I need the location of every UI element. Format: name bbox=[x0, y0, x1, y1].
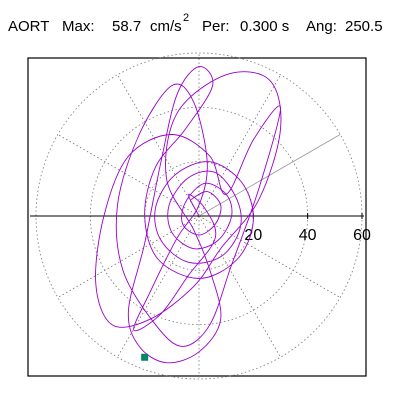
velocity-loop-series bbox=[95, 66, 282, 364]
max-value: 58.7 bbox=[112, 18, 142, 35]
tick-label-40: 40 bbox=[299, 227, 317, 244]
grid-spoke-210 bbox=[57, 215, 200, 298]
grid-spoke-240 bbox=[117, 215, 200, 358]
velocity-loop-line bbox=[95, 66, 282, 364]
grid-spoke-330 bbox=[198, 215, 341, 298]
grid-spoke-150 bbox=[57, 134, 200, 217]
per-label: Per: bbox=[202, 18, 230, 35]
grid-spoke-300 bbox=[198, 215, 281, 358]
current-point-square bbox=[141, 353, 149, 361]
plot-frame bbox=[27, 57, 367, 377]
ang-value: 250.5 bbox=[345, 18, 383, 35]
per-value: 0.300 s bbox=[240, 18, 290, 35]
max-unit-exponent: 2 bbox=[183, 12, 190, 24]
grid-spoke-120 bbox=[117, 74, 200, 217]
grid-spoke-60 bbox=[198, 74, 281, 217]
tick-label-60: 60 bbox=[353, 227, 371, 244]
max-label: Max: bbox=[62, 18, 95, 35]
max-unit: cm/s bbox=[150, 18, 182, 35]
polar-axes bbox=[30, 134, 364, 217]
tick-label-20: 20 bbox=[244, 227, 262, 244]
angle-line bbox=[198, 134, 341, 217]
current-point-marker bbox=[141, 353, 149, 361]
header: AORT Max: 58.7 cm/s 2 Per: 0.300 s Ang: … bbox=[0, 0, 400, 40]
vessel-label: AORT bbox=[8, 18, 50, 35]
radial-ticks: 20 40 60 bbox=[244, 213, 371, 244]
ang-label: Ang: bbox=[306, 18, 337, 35]
